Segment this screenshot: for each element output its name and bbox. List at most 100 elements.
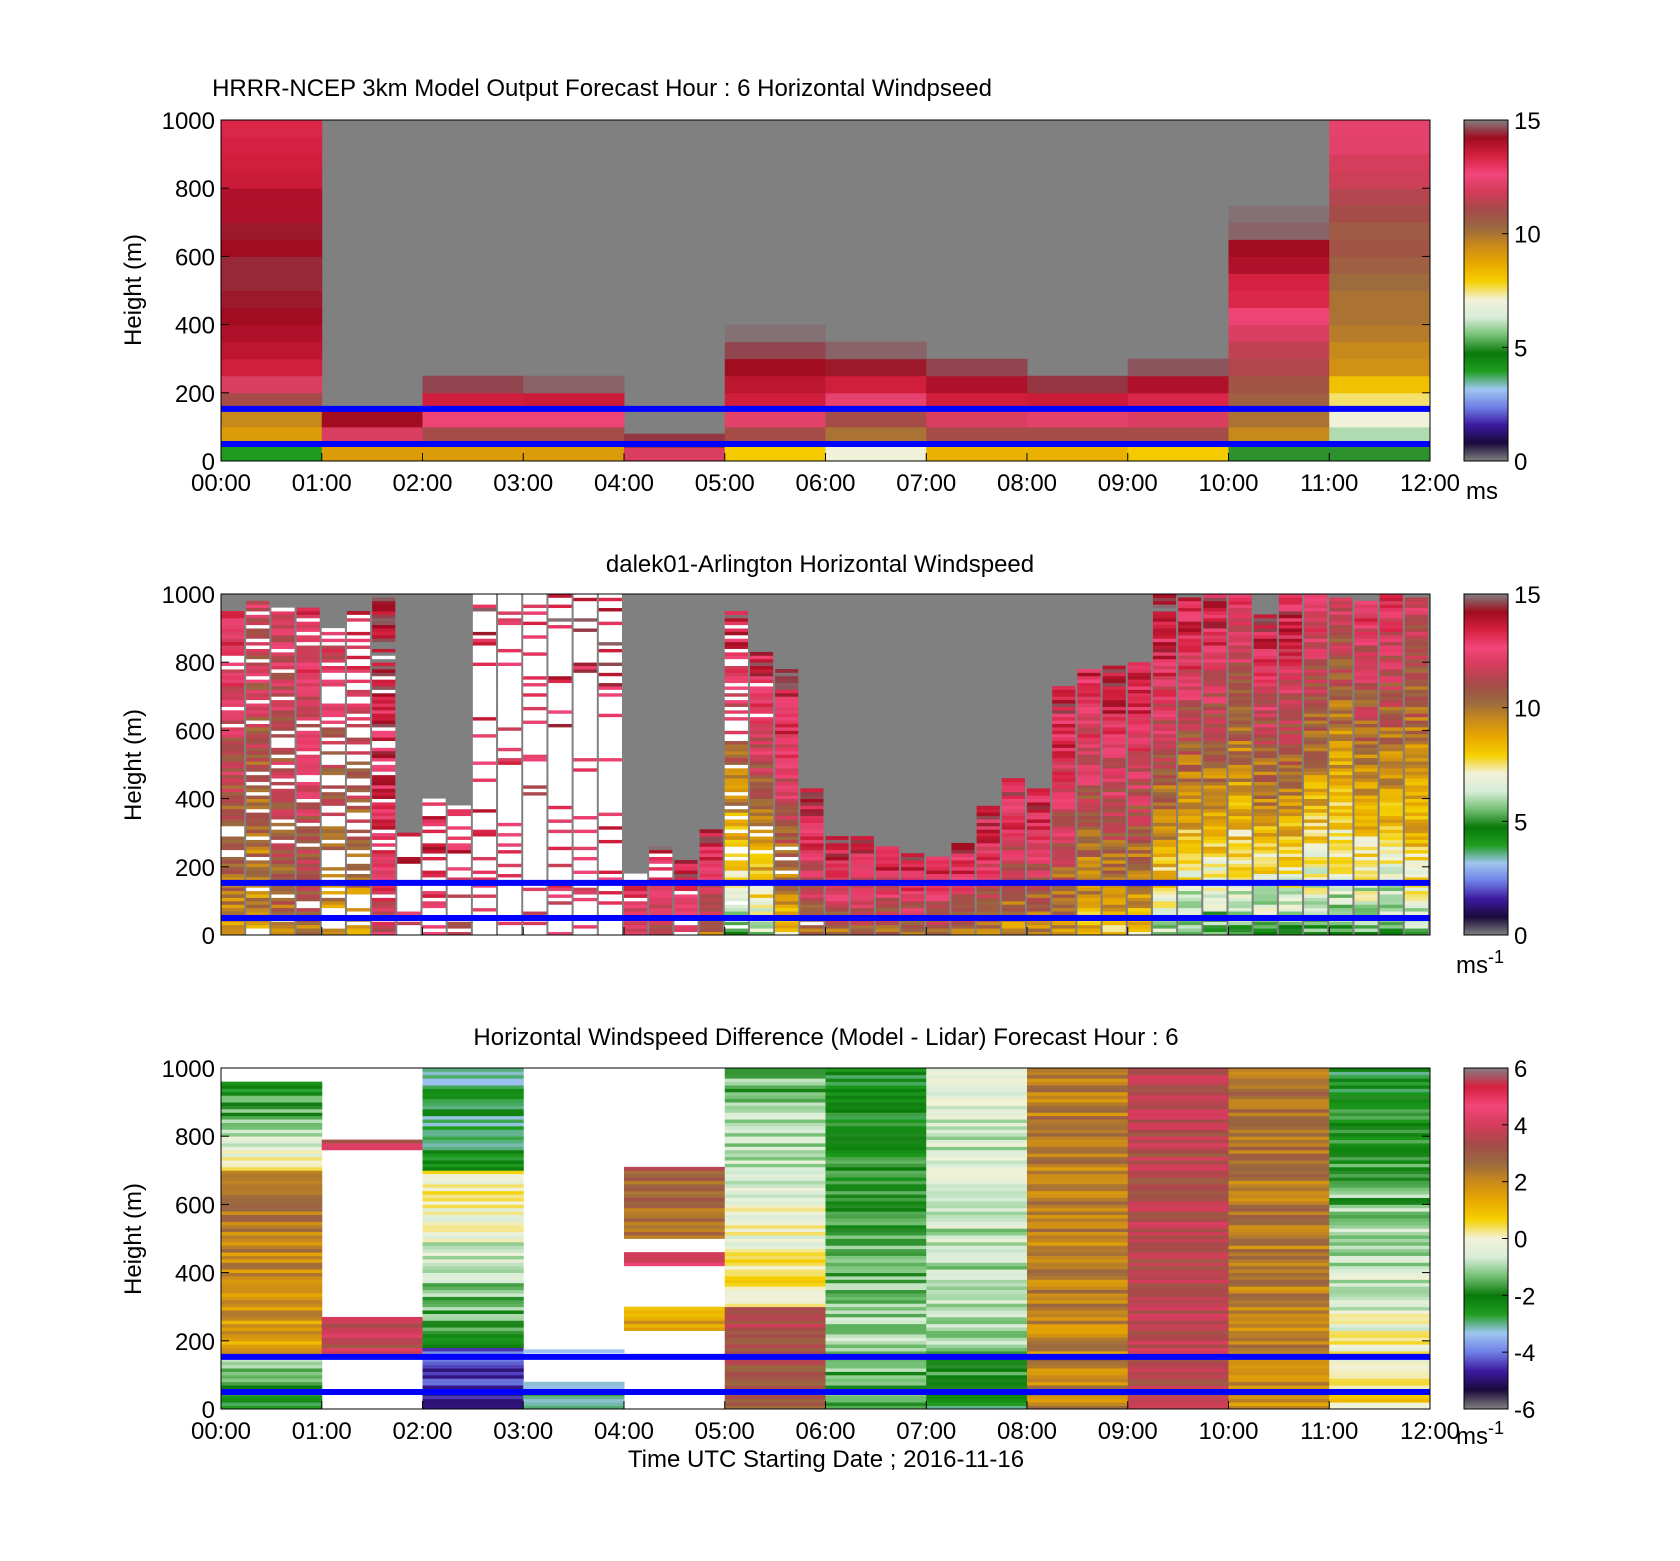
heatmap-cell (976, 856, 1000, 861)
heatmap-cell (498, 614, 522, 619)
heatmap-cell (1127, 791, 1151, 796)
heatmap-cell (1228, 1323, 1330, 1328)
heatmap-cell (825, 1218, 927, 1222)
heatmap-cell (573, 870, 597, 875)
heatmap-cell (372, 713, 396, 718)
heatmap-cell (1304, 730, 1328, 735)
heatmap-cell (346, 836, 371, 840)
heatmap-cell (1404, 621, 1428, 626)
heatmap-cell (221, 443, 323, 462)
heatmap-cell (397, 907, 421, 912)
heatmap-cell (1203, 662, 1227, 667)
heatmap-cell (926, 866, 950, 871)
heatmap-cell (1102, 839, 1126, 844)
heatmap-cell (649, 900, 673, 905)
heatmap-cell (321, 842, 345, 847)
heatmap-cell (724, 1248, 826, 1253)
heatmap-cell (422, 1252, 524, 1256)
heatmap-cell (271, 836, 295, 840)
heatmap-cell (346, 672, 371, 677)
heatmap-cell (548, 747, 572, 752)
heatmap-cell (523, 730, 547, 735)
heatmap-cell (1228, 324, 1330, 343)
heatmap-cell (1228, 604, 1252, 609)
heatmap-cell (472, 784, 497, 789)
heatmap-cell (1278, 846, 1303, 851)
heatmap-cell (1027, 832, 1051, 837)
heatmap-cell (649, 856, 673, 861)
heatmap-cell (397, 853, 421, 857)
heatmap-cell (1027, 1160, 1129, 1164)
heatmap-cell (724, 1351, 826, 1355)
heatmap-cell (221, 358, 323, 377)
heatmap-cell (271, 778, 295, 782)
heatmap-cell (1127, 1214, 1229, 1219)
heatmap-cell (926, 1105, 1028, 1110)
heatmap-cell (346, 890, 371, 895)
heatmap-cell (749, 662, 774, 667)
heatmap-cell (800, 853, 824, 857)
heatmap-cell (346, 709, 371, 714)
heatmap-cell (321, 723, 345, 728)
heatmap-cell (498, 692, 522, 697)
heatmap-cell (271, 784, 295, 789)
heatmap-cell (724, 1299, 826, 1304)
heatmap-cell (724, 1177, 826, 1181)
heatmap-cell (498, 931, 522, 936)
heatmap-cell (1178, 720, 1202, 724)
heatmap-cell (775, 703, 799, 707)
x-tick-label: 11:00 (1300, 1418, 1358, 1445)
heatmap-cell (598, 655, 622, 660)
heatmap-cell (422, 443, 524, 462)
heatmap-cell (1304, 634, 1328, 639)
colorbar-tick-label: 6 (1514, 1056, 1527, 1083)
heatmap-cell (372, 849, 396, 854)
heatmap-cell (976, 897, 1000, 902)
heatmap-cell (296, 846, 320, 851)
heatmap-cell (221, 1119, 323, 1123)
heatmap-cell (926, 1183, 1028, 1188)
heatmap-cell (523, 894, 547, 898)
heatmap-cell (472, 767, 497, 772)
heatmap-cell (1253, 651, 1277, 656)
heatmap-cell (1329, 1299, 1431, 1304)
heatmap-cell (397, 856, 421, 861)
heatmap-cell (926, 1125, 1028, 1130)
heatmap-cell (624, 1316, 726, 1321)
heatmap-cell (1027, 1371, 1129, 1376)
heatmap-cell (271, 686, 295, 690)
heatmap-cell (1228, 863, 1252, 868)
heatmap-cell (1329, 1347, 1431, 1352)
heatmap-cell (1152, 778, 1177, 782)
heatmap-cell (724, 624, 748, 629)
heatmap-cell (1404, 788, 1428, 793)
heatmap-cell (1354, 689, 1378, 694)
heatmap-cell (523, 740, 547, 745)
heatmap-cell (1127, 1245, 1229, 1250)
heatmap-cell (850, 839, 874, 844)
heatmap-cell (498, 781, 522, 786)
heatmap-cell (1404, 651, 1428, 656)
heatmap-cell (573, 798, 597, 803)
heatmap-cell (1203, 621, 1227, 626)
heatmap-cell (1228, 696, 1252, 701)
heatmap-cell (1228, 1139, 1330, 1144)
heatmap-cell (1278, 607, 1303, 612)
heatmap-cell (1203, 679, 1227, 684)
colorbar-unit: ms-1 (1456, 947, 1504, 979)
heatmap-cell (649, 846, 673, 851)
heatmap-cell (699, 897, 723, 902)
heatmap-cell (1127, 815, 1151, 820)
x-tick-label: 02:00 (392, 1418, 452, 1445)
heatmap-cell (724, 1405, 826, 1410)
heatmap-cell (1404, 658, 1428, 663)
heatmap-cell (1052, 716, 1076, 721)
heatmap-cell (321, 1347, 423, 1352)
heatmap-cell (321, 815, 345, 820)
heatmap-cell (221, 911, 245, 915)
heatmap-cell (1404, 638, 1428, 643)
heatmap-cell (221, 744, 245, 748)
heatmap-cell (724, 900, 748, 905)
heatmap-cell (775, 849, 799, 854)
heatmap-cell (749, 822, 774, 827)
